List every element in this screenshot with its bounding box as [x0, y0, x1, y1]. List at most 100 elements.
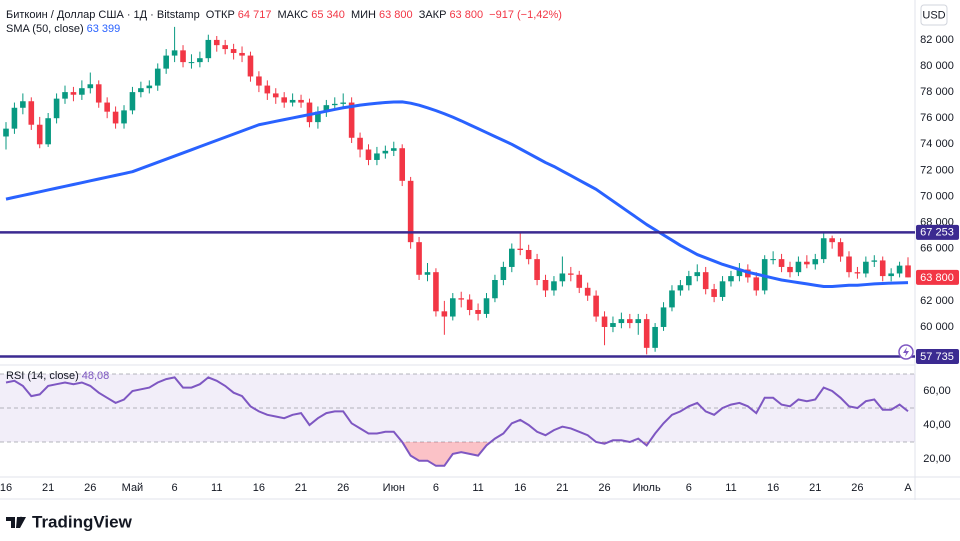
- currency-box[interactable]: [920, 4, 948, 26]
- candle-body: [795, 261, 802, 273]
- candle-body: [188, 62, 195, 64]
- candle-body: [618, 319, 625, 324]
- candle-body: [433, 272, 439, 312]
- candle-body: [146, 85, 153, 89]
- level-label: 67 253: [920, 227, 954, 239]
- candle-body: [475, 310, 481, 314]
- legend-header: Биткоин / Доллар США · 1Д · Bitstamp ОТК…: [6, 9, 565, 21]
- y-tick-label: 72 000: [920, 164, 954, 176]
- candle-body: [87, 84, 94, 89]
- x-tick-label: 21: [556, 482, 568, 494]
- candle-body: [79, 88, 85, 95]
- rsi-tick-label: 60,00: [923, 385, 951, 397]
- candle-body: [36, 124, 43, 145]
- ohlc-value: 63 800: [449, 9, 484, 21]
- candle-body: [458, 298, 465, 300]
- candle-body: [627, 319, 633, 324]
- candle-body: [230, 49, 237, 53]
- y-tick-label: 74 000: [920, 138, 954, 150]
- candle-body: [104, 102, 110, 112]
- x-tick-label: 21: [809, 482, 821, 494]
- candle-body: [492, 279, 498, 299]
- candle-body: [694, 272, 701, 277]
- candle-body: [129, 92, 136, 111]
- candle-body: [728, 276, 734, 282]
- candle-body: [340, 102, 346, 104]
- y-tick-label: 82 000: [920, 34, 954, 46]
- candle-body: [846, 256, 852, 273]
- candle-body: [70, 92, 77, 95]
- candle-body: [871, 260, 878, 262]
- candle-body: [272, 93, 279, 98]
- candle-body: [905, 265, 911, 278]
- ohlc-name: МАКС: [277, 9, 309, 21]
- rsi-oversold-fill: [6, 442, 909, 466]
- candle-body: [407, 180, 414, 243]
- x-tick-label: Май: [122, 482, 144, 494]
- candle-body: [348, 102, 355, 138]
- candle-body: [677, 285, 684, 291]
- candle-body: [121, 110, 127, 124]
- candle-body: [28, 101, 35, 125]
- x-tick-label: 26: [851, 482, 863, 494]
- sma-line: [5, 100, 909, 289]
- sma-legend: SMA (50, close) 63 399: [6, 23, 123, 35]
- candle-body: [466, 299, 473, 311]
- rsi-tick-label: 20,00: [923, 453, 951, 465]
- candle-body: [441, 311, 448, 317]
- candle-body: [45, 118, 51, 145]
- sma-name: SMA (50, close): [6, 23, 84, 35]
- candle-body: [483, 298, 490, 314]
- y-tick-label: 60 000: [920, 321, 954, 333]
- x-tick-label: Июль: [633, 482, 661, 494]
- candle-body: [3, 128, 9, 137]
- candle-body: [154, 68, 161, 86]
- candle-body: [837, 242, 844, 257]
- candle-body: [804, 261, 810, 265]
- candle-body: [306, 102, 313, 123]
- candle-body: [11, 107, 18, 129]
- level-label-box: [916, 349, 959, 365]
- candle-body: [289, 99, 296, 103]
- x-tick-label: 11: [472, 482, 483, 494]
- candle-body: [112, 111, 119, 124]
- x-tick-label: 26: [84, 482, 96, 494]
- ohlc-value: 64 717: [237, 9, 272, 21]
- candle-body: [551, 281, 557, 291]
- candle-body: [542, 279, 549, 291]
- candle-body: [829, 238, 835, 243]
- candle-body: [652, 326, 658, 348]
- y-tick-label: 76 000: [920, 112, 954, 124]
- candle-body: [390, 148, 397, 151]
- candle-body: [222, 45, 228, 50]
- candle-body: [315, 111, 321, 123]
- candle-body: [525, 249, 532, 260]
- candle-body: [95, 84, 102, 103]
- candle-body: [509, 248, 515, 267]
- alert-icon: [898, 344, 914, 360]
- level-label: 57 735: [920, 351, 954, 363]
- candle-body: [449, 298, 456, 317]
- candle-body: [778, 259, 785, 267]
- candle-body: [820, 238, 827, 260]
- candle-body: [239, 52, 245, 56]
- candle-body: [534, 259, 540, 280]
- candle-body: [20, 101, 26, 108]
- x-tick-label: Июн: [383, 482, 405, 494]
- candle-body: [264, 85, 271, 94]
- candle-body: [424, 272, 431, 275]
- x-tick-label: А: [904, 482, 912, 494]
- candle-body: [256, 76, 262, 86]
- x-tick-label: 6: [686, 482, 692, 494]
- candle-body: [719, 281, 726, 297]
- candle-body: [568, 273, 574, 275]
- candle-body: [180, 50, 186, 63]
- x-tick-label: 11: [725, 482, 736, 494]
- candle-body: [635, 319, 642, 324]
- x-tick-label: 6: [433, 482, 439, 494]
- candle-body: [197, 58, 203, 63]
- y-tick-label: 62 000: [920, 295, 954, 307]
- candle-body: [601, 316, 608, 327]
- x-tick-label: 26: [337, 482, 349, 494]
- candle-body: [584, 287, 591, 296]
